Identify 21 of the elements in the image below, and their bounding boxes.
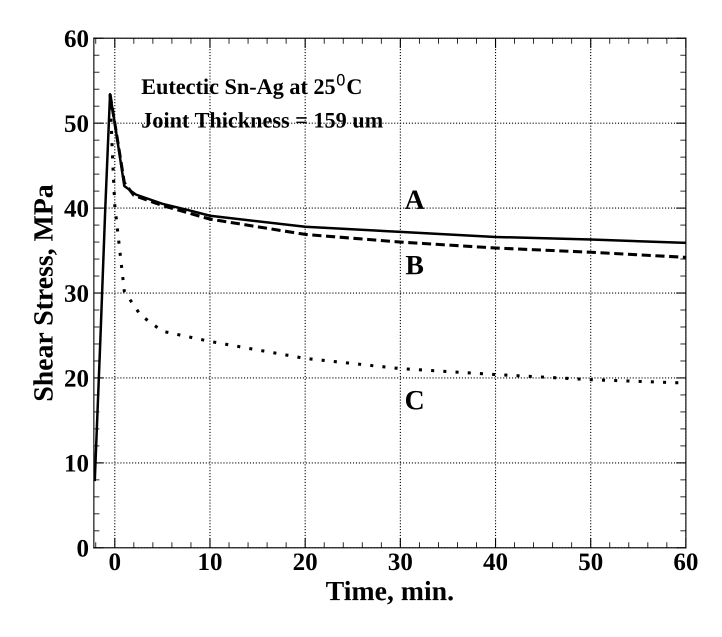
series-label: B (406, 256, 424, 274)
y-tick-label: 0 (77, 540, 88, 557)
x-tick-label: 20 (294, 553, 317, 570)
x-tick-label: 30 (388, 553, 412, 570)
annotation: Eutectic Sn-Ag at 25$^{0}$C (142, 74, 361, 99)
y-tick-label: 20 (65, 370, 88, 387)
x-tick-label: 10 (199, 553, 222, 570)
annotation: Joint Thickness = 159 um (142, 112, 383, 128)
y-tick-label: 30 (64, 285, 88, 302)
y-tick-label: 60 (64, 30, 88, 48)
x-axis-title: Time, min. (326, 580, 453, 604)
x-tick-label: 60 (674, 553, 698, 570)
x-tick-label: 50 (579, 553, 602, 570)
y-tick-label: 40 (64, 200, 88, 218)
series-label: C (406, 390, 423, 410)
series-label: A (404, 190, 424, 209)
x-tick-label: 40 (483, 553, 508, 570)
x-tick-label: 0 (110, 553, 120, 570)
y-tick-label: 10 (66, 454, 88, 472)
y-tick-label: 50 (65, 115, 88, 132)
y-axis-title: Shear Stress, MPa (33, 184, 57, 400)
